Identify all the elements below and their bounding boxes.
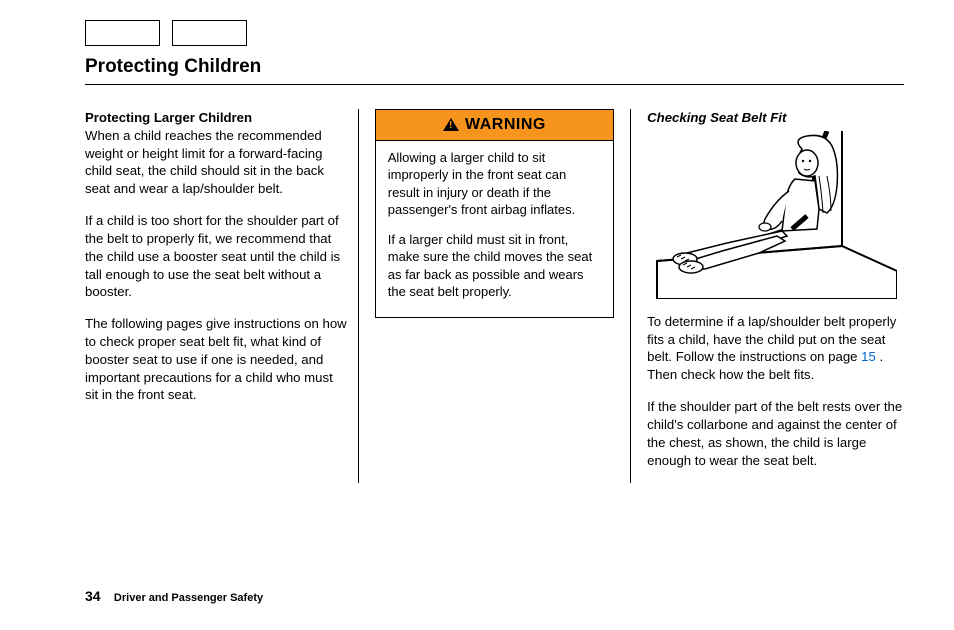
col1-subhead: Protecting Larger Children xyxy=(85,110,252,125)
warning-triangle-icon xyxy=(443,118,459,131)
column-2: WARNING Allowing a larger child to sit i… xyxy=(358,109,631,483)
col3-para1: To determine if a lap/shoulder belt prop… xyxy=(647,313,904,384)
nav-box-2[interactable] xyxy=(172,20,247,46)
warning-header: WARNING xyxy=(376,110,613,141)
warning-p1: Allowing a larger child to sit improperl… xyxy=(388,149,601,219)
warning-box: WARNING Allowing a larger child to sit i… xyxy=(375,109,614,318)
seatbelt-fit-illustration xyxy=(647,131,897,299)
col3-p1a: To determine if a lap/shoulder belt prop… xyxy=(647,314,896,365)
col3-para2: If the shoulder part of the belt rests o… xyxy=(647,398,904,469)
col1-para1: Protecting Larger Children When a child … xyxy=(85,109,348,198)
col3-subhead: Checking Seat Belt Fit xyxy=(647,109,904,127)
col1-p1-text: When a child reaches the recommended wei… xyxy=(85,128,324,196)
col1-para2: If a child is too short for the shoulder… xyxy=(85,212,348,301)
content-columns: Protecting Larger Children When a child … xyxy=(85,109,904,483)
section-name: Driver and Passenger Safety xyxy=(114,592,263,604)
nav-box-1[interactable] xyxy=(85,20,160,46)
page-footer: 34 Driver and Passenger Safety xyxy=(85,588,263,604)
warning-p2: If a larger child must sit in front, mak… xyxy=(388,231,601,301)
warning-body: Allowing a larger child to sit improperl… xyxy=(376,141,613,317)
manual-page: Protecting Children Protecting Larger Ch… xyxy=(0,0,954,630)
column-3: Checking Seat Belt Fit xyxy=(631,109,904,483)
warning-label: WARNING xyxy=(465,114,546,136)
page-title: Protecting Children xyxy=(85,56,904,85)
col1-para3: The following pages give instructions on… xyxy=(85,315,348,404)
page-number: 34 xyxy=(85,588,101,604)
page-link-15[interactable]: 15 xyxy=(861,349,876,364)
column-1: Protecting Larger Children When a child … xyxy=(85,109,358,483)
nav-boxes xyxy=(85,20,904,46)
